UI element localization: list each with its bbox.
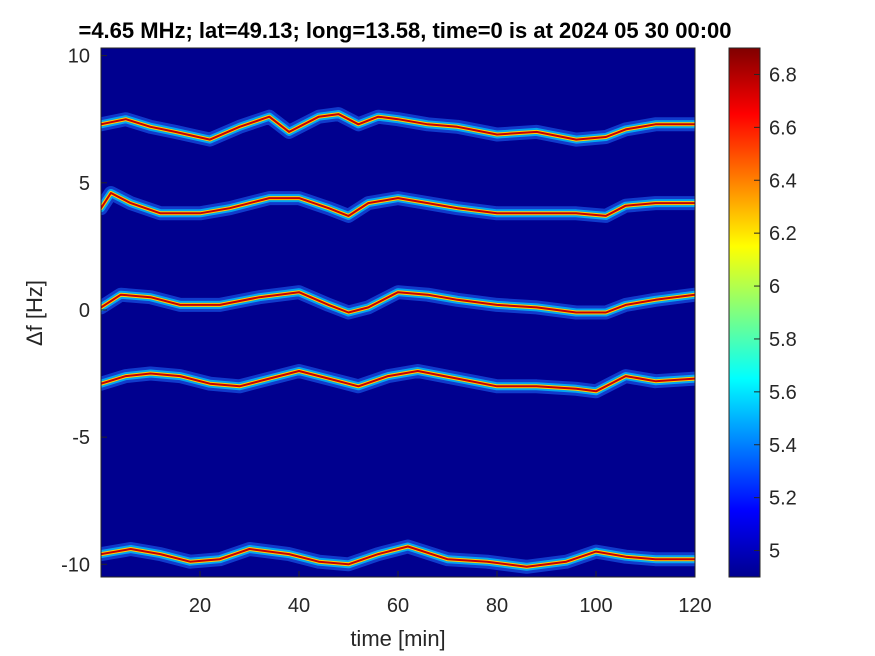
trace-1 bbox=[101, 107, 695, 147]
colorbar-tick-label: 6.4 bbox=[769, 170, 797, 192]
trace-core bbox=[101, 545, 695, 568]
y-tick-label: 5 bbox=[79, 173, 90, 195]
colorbar-tick-label: 5.6 bbox=[769, 382, 797, 404]
trace-core bbox=[101, 370, 695, 393]
x-axis-label: time [min] bbox=[350, 626, 445, 651]
colorbar-tick-label: 6.6 bbox=[769, 117, 797, 139]
colorbar-tick-label: 5 bbox=[769, 541, 780, 563]
colorbar bbox=[728, 47, 761, 578]
y-tick-label: -10 bbox=[61, 554, 90, 576]
colorbar-tick-label: 5.2 bbox=[769, 488, 797, 510]
colorbar-tick-label: 5.4 bbox=[769, 435, 797, 457]
chart-title: =4.65 MHz; lat=49.13; long=13.58, time=0… bbox=[78, 18, 731, 43]
y-tick-label: 10 bbox=[68, 46, 90, 68]
trace-3 bbox=[101, 285, 695, 320]
colorbar-ticks: 5 5.2 5.4 5.6 5.8 6 6.2 6.4 6.6 6.8 bbox=[754, 64, 797, 563]
trace-2 bbox=[101, 186, 695, 223]
colorbar-tick-label: 6.8 bbox=[769, 64, 797, 86]
trace-core bbox=[101, 113, 695, 141]
colorbar-tick-label: 6 bbox=[769, 276, 780, 298]
x-tick-label: 80 bbox=[486, 595, 508, 617]
trace-core bbox=[101, 192, 695, 217]
trace-5 bbox=[101, 539, 695, 574]
x-tick-label: 40 bbox=[288, 595, 310, 617]
trace-4 bbox=[101, 364, 695, 399]
x-axis: 20 40 60 80 100 120 bbox=[189, 571, 712, 617]
spectral-traces bbox=[101, 107, 695, 574]
y-axis-label: Δf [Hz] bbox=[22, 280, 47, 346]
x-tick-label: 120 bbox=[678, 595, 711, 617]
colorbar-tick-label: 6.2 bbox=[769, 223, 797, 245]
y-tick-label: 0 bbox=[79, 300, 90, 322]
trace-core bbox=[101, 291, 695, 314]
y-axis: -10 -5 0 5 10 bbox=[61, 46, 107, 576]
x-tick-label: 20 bbox=[189, 595, 211, 617]
y-tick-label: -5 bbox=[72, 427, 90, 449]
x-tick-label: 100 bbox=[579, 595, 612, 617]
colorbar-tick-label: 5.8 bbox=[769, 329, 797, 351]
x-tick-label: 60 bbox=[387, 595, 409, 617]
